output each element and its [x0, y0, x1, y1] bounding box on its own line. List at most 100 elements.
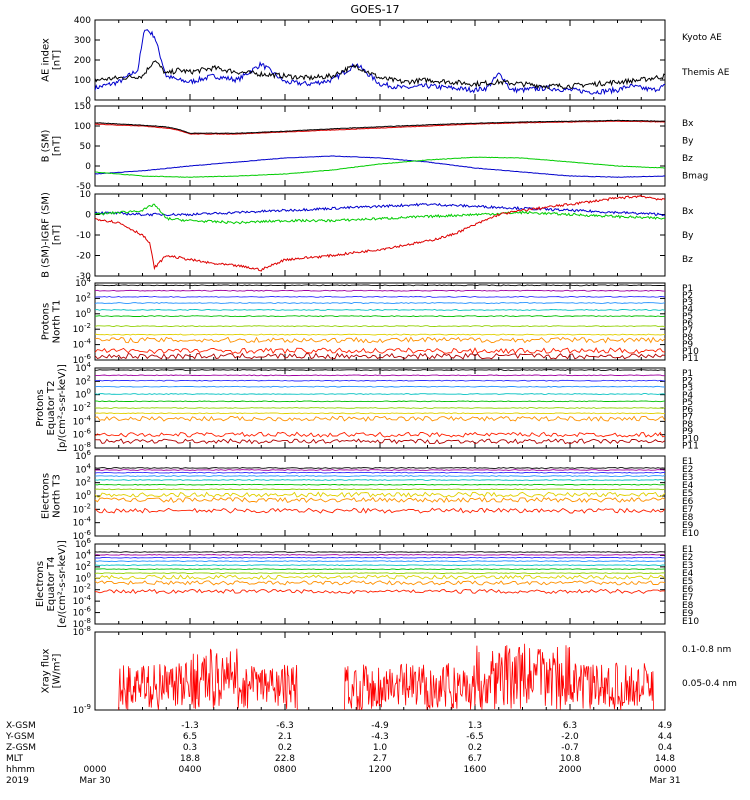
y-tick-label: 150	[74, 102, 91, 112]
y-tick-exponent: -4	[84, 516, 92, 524]
series-line	[95, 379, 665, 382]
y-tick-exponent: 6	[87, 449, 92, 457]
legend-entry: Bz	[682, 154, 693, 164]
series-group	[95, 195, 665, 272]
y-tick-exponent: 4	[87, 361, 92, 369]
ephem-row-label: 2019	[6, 776, 29, 786]
legend-entry: E1	[682, 457, 693, 467]
legend-entry: P2	[682, 291, 693, 301]
ephem-x-gsm: 6.3	[563, 721, 577, 731]
series-line	[95, 315, 665, 318]
y-tick-label: 102	[75, 374, 91, 387]
legend-entry: Kyoto AE	[682, 33, 722, 43]
ephem-y-gsm: -4.3	[371, 732, 389, 742]
ephem-row-label: Y-GSM	[5, 732, 34, 742]
series-line	[95, 469, 665, 471]
y-tick-label: 10-9	[73, 703, 91, 716]
legend-entry: Bx	[682, 119, 694, 129]
ephem-mlt: 10.8	[560, 754, 580, 764]
series-line	[95, 407, 665, 409]
panel-frame	[94, 282, 666, 361]
legend-entry: E6	[682, 497, 694, 507]
legend-entry: P8	[682, 420, 693, 430]
legend-entry: By	[682, 231, 694, 241]
y-tick-exponent: -6	[84, 353, 92, 361]
y-axis-label: Electrons	[41, 473, 52, 519]
y-tick-label: 10-4	[73, 414, 92, 427]
y-axis-label: AE index	[41, 38, 52, 82]
y-tick-exponent: 0	[87, 307, 91, 315]
series-line	[95, 284, 665, 287]
ephem-z-gsm: -0.7	[561, 743, 579, 753]
y-axis-label: North T3	[52, 474, 63, 518]
legend-entry: P6	[682, 319, 693, 329]
series-line	[95, 556, 665, 559]
series-line	[95, 385, 665, 388]
panel-bdiff: 10 0 -10 -20 -30 B (SM)-IGRF (SM) [nT] Bx By Bz	[41, 190, 695, 282]
y-tick-label: 102	[75, 291, 91, 304]
ephem-hhmm: 0400	[179, 765, 202, 775]
y-tick-exponent: -6	[84, 529, 92, 537]
legend-entry: E7	[682, 593, 693, 603]
plot-title: GOES-17	[350, 3, 399, 16]
series-line	[95, 479, 665, 481]
ephem-mlt: 14.8	[655, 754, 675, 764]
y-tick-exponent: -4	[84, 338, 92, 346]
legend-entry: P5	[682, 398, 693, 408]
legend-entry: P8	[682, 333, 693, 343]
series-line	[95, 574, 665, 580]
panel-ae: 400 300 200 100 0 AE index [nT] Kyoto AE Themis …	[41, 16, 730, 106]
y-tick-label: 100	[75, 307, 91, 320]
series-line	[95, 203, 665, 225]
ephem-hhmm: 0000	[654, 765, 677, 775]
y-axis-label: Electrons	[35, 561, 46, 607]
y-tick-label: -20	[76, 252, 91, 262]
y-tick-exponent: 4	[87, 548, 92, 556]
y-tick-exponent: -2	[84, 401, 91, 409]
y-tick-label: 200	[74, 56, 91, 66]
legend-entry: P2	[682, 376, 693, 386]
y-axis-label: Equator T2	[46, 381, 57, 436]
series-line	[95, 336, 665, 344]
series-line	[95, 580, 665, 586]
panel-frame	[94, 543, 666, 625]
y-tick-exponent: 4	[87, 462, 92, 470]
y-axis-label: [nT]	[52, 50, 63, 70]
y-tick-label: 10-2	[73, 322, 91, 335]
series-line	[95, 347, 665, 355]
legend-entry: P11	[682, 354, 699, 364]
series-line	[95, 202, 665, 217]
legend-entry: E4	[682, 569, 694, 579]
legend-entry: E4	[682, 481, 694, 491]
y-tick-exponent: 2	[87, 374, 91, 382]
series-line	[95, 467, 665, 469]
legend-entry: E2	[682, 553, 693, 563]
panel-frame	[94, 19, 666, 101]
legend-entry: E9	[682, 521, 694, 531]
series-line	[95, 309, 665, 311]
y-tick-exponent: 0	[87, 571, 91, 579]
legend-entry: P7	[682, 326, 693, 336]
series-line	[95, 415, 665, 422]
y-tick-label: -10	[76, 231, 91, 241]
ephem-y-gsm: 2.1	[278, 732, 292, 742]
legend-entry: E7	[682, 505, 693, 515]
y-tick-exponent: -8	[84, 441, 91, 449]
legend-entry: E5	[682, 489, 693, 499]
y-tick-label: -50	[76, 182, 91, 192]
series-group	[95, 369, 665, 445]
ephem-hhmm: 2000	[559, 765, 582, 775]
panel-b: 150 100 50 0 -50 B (SM) [nT] Bx By Bz Bmag	[41, 102, 709, 192]
y-axis-label: [e/(cm²-s-sr-keV)]	[57, 540, 68, 628]
series-line	[95, 483, 665, 486]
y-tick-label: 102	[75, 476, 91, 489]
legend-entry: By	[682, 137, 694, 147]
series-group	[95, 467, 665, 514]
y-tick-exponent: 6	[87, 537, 92, 545]
ephem-mlt: 22.8	[275, 754, 295, 764]
legend-entry: Bz	[682, 255, 693, 265]
y-tick-label: 50	[80, 142, 92, 152]
ephem-x-gsm: -1.3	[181, 721, 199, 731]
